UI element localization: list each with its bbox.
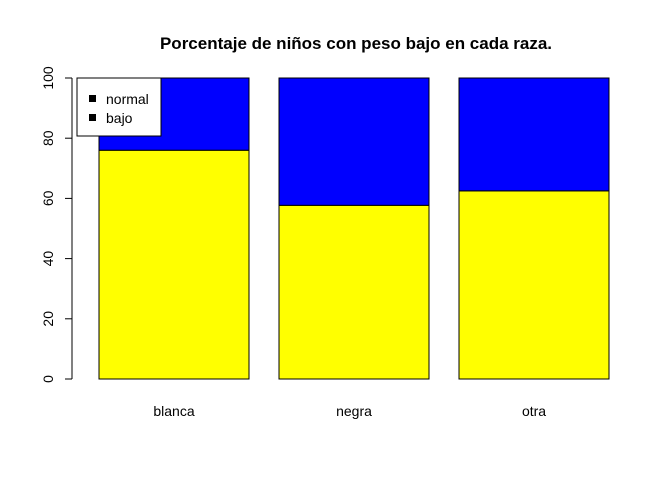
bar-otra-bajo: [458, 190, 610, 380]
x-label-negra: negra: [336, 403, 372, 419]
x-label-blanca: blanca: [153, 403, 194, 419]
chart-title: Porcentaje de niños con peso bajo en cad…: [160, 34, 552, 53]
bar-otra-normal: [458, 77, 610, 192]
legend-label-bajo: bajo: [106, 110, 133, 126]
bars: [98, 77, 610, 380]
y-tick-label: 100: [40, 66, 56, 90]
x-axis-labels: blanca negra otra: [153, 403, 546, 419]
x-label-otra: otra: [522, 403, 546, 419]
legend-marker: [89, 114, 96, 121]
bar-negra-bajo: [278, 204, 430, 380]
legend: normal bajo: [76, 77, 162, 137]
bar-blanca-bajo: [98, 149, 250, 380]
y-tick-label: 80: [40, 130, 56, 146]
legend-label-normal: normal: [106, 91, 149, 107]
y-tick-label: 60: [40, 190, 56, 206]
y-tick-label: 40: [40, 251, 56, 267]
y-tick-label: 0: [40, 375, 56, 383]
bar-negra-normal: [278, 77, 430, 206]
legend-box: [76, 77, 162, 137]
y-axis: 0 20 40 60 80 100: [40, 66, 73, 383]
legend-marker: [89, 95, 96, 102]
y-tick-label: 20: [40, 311, 56, 327]
